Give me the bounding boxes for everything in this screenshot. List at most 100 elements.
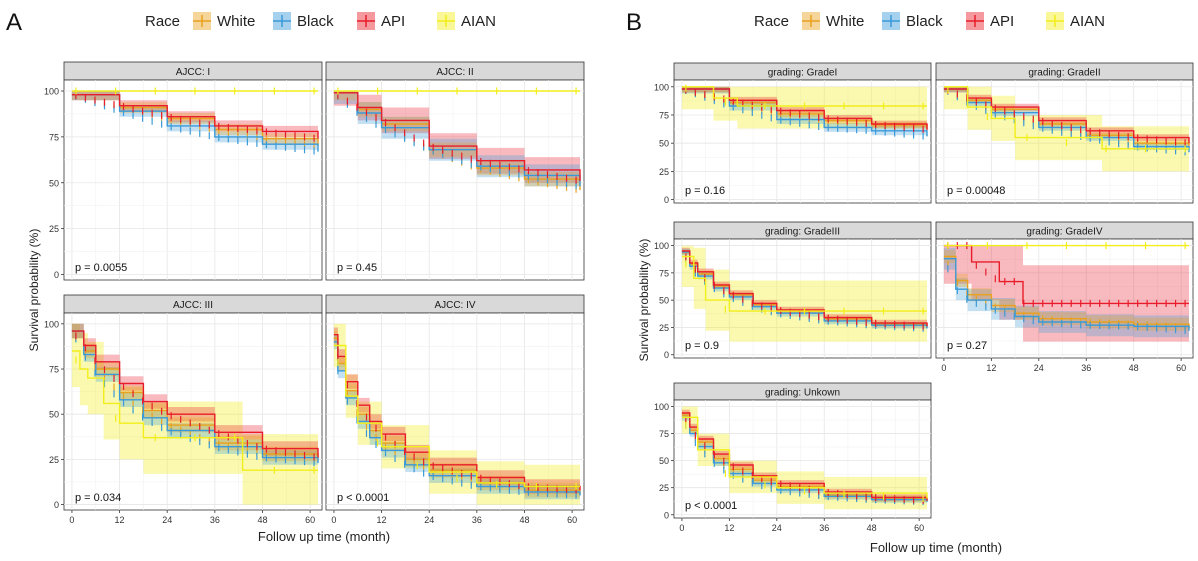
x-tick-label: 0 bbox=[69, 515, 74, 525]
survival-line-aian bbox=[71, 350, 318, 471]
panel-plot-area bbox=[673, 79, 932, 204]
x-tick-label: 12 bbox=[115, 515, 125, 525]
panel-title: AJCC: I bbox=[176, 67, 210, 78]
plot-layer bbox=[681, 406, 928, 515]
ci-band-api bbox=[681, 247, 927, 330]
y-tick-label: 25 bbox=[659, 323, 669, 333]
x-tick-label: 48 bbox=[519, 515, 529, 525]
plot-layer bbox=[943, 86, 1190, 172]
figure-label: B bbox=[626, 9, 642, 36]
x-axis-title: Follow up time (month) bbox=[870, 540, 1002, 555]
survival-line-api bbox=[71, 94, 319, 139]
grid bbox=[674, 80, 931, 203]
survival-line-aian bbox=[681, 416, 928, 499]
censor-marks-aian bbox=[685, 84, 924, 110]
x-tick-label: 24 bbox=[1034, 363, 1044, 373]
y-tick-label: 50 bbox=[659, 139, 669, 149]
censor-marks-api bbox=[75, 92, 315, 142]
legend-label: API bbox=[381, 13, 405, 30]
figure-B: B Race White Black API AIAN Follow up time (mo… bbox=[626, 9, 1194, 555]
legend-label: Black bbox=[297, 13, 334, 30]
y-axis-title: Survival probability (%) bbox=[27, 229, 41, 352]
ci-band-aian bbox=[681, 406, 927, 515]
p-value: p < 0.0001 bbox=[685, 500, 737, 512]
y-tick-label: 75 bbox=[659, 429, 669, 439]
ci-band-api bbox=[71, 323, 319, 465]
legend-label: AIAN bbox=[1070, 13, 1105, 30]
panel-title: grading: GradeIII bbox=[765, 227, 840, 238]
y-tick-label: 50 bbox=[659, 296, 669, 306]
x-tick-label: 0 bbox=[941, 363, 946, 373]
panel-3: AJCC: III p = 0.034 0 25 50 75 100 0 12 24 36 48 60 bbox=[44, 294, 323, 525]
ci-band-black bbox=[943, 247, 1189, 342]
panel-title: grading: GradeIV bbox=[1026, 227, 1102, 238]
p-value: p = 0.27 bbox=[947, 340, 987, 352]
legend-item-white: White bbox=[802, 12, 864, 30]
y-tick-label: 75 bbox=[49, 132, 59, 142]
x-tick-label: 60 bbox=[1176, 363, 1186, 373]
legend-item-api: API bbox=[966, 12, 1014, 30]
legend: Race White Black API AIAN bbox=[754, 12, 1105, 30]
y-tick-label: 100 bbox=[44, 319, 59, 329]
panel-title: AJCC: II bbox=[436, 67, 473, 78]
y-axis-title: Survival probability (%) bbox=[637, 239, 651, 362]
censor-marks-black bbox=[685, 86, 924, 140]
ci-band-black bbox=[71, 323, 319, 471]
plot-layer bbox=[71, 323, 319, 505]
y-tick-label: 75 bbox=[49, 365, 59, 375]
ci-band-white bbox=[943, 249, 1189, 334]
p-value: p = 0.45 bbox=[337, 262, 377, 274]
x-tick-label: 60 bbox=[305, 515, 315, 525]
p-value: p = 0.9 bbox=[685, 340, 719, 352]
x-tick-label: 36 bbox=[1081, 363, 1091, 373]
censor-marks-api bbox=[685, 86, 924, 133]
x-tick-label: 48 bbox=[257, 515, 267, 525]
censor-marks-aian bbox=[685, 421, 924, 502]
x-tick-label: 36 bbox=[472, 515, 482, 525]
survival-line-api bbox=[681, 88, 928, 130]
legend-item-aian: AIAN bbox=[437, 12, 496, 30]
panel-title: grading: GradeI bbox=[768, 68, 838, 79]
x-tick-label: 12 bbox=[724, 523, 734, 533]
legend-label: White bbox=[217, 13, 255, 30]
y-tick-label: 0 bbox=[664, 350, 669, 360]
plot-layer bbox=[943, 242, 1190, 342]
panel-1: AJCC: I p = 0.0055 0 25 50 75 100 bbox=[44, 61, 323, 281]
x-tick-label: 12 bbox=[377, 515, 387, 525]
panel-title: AJCC: III bbox=[173, 300, 213, 311]
plot-layer bbox=[681, 245, 928, 342]
legend-item-api: API bbox=[357, 12, 405, 30]
x-tick-label: 48 bbox=[867, 523, 877, 533]
censor-marks-api bbox=[337, 91, 577, 184]
legend-title: Race bbox=[145, 13, 180, 30]
x-tick-label: 24 bbox=[772, 523, 782, 533]
panel-4: AJCC: IV p < 0.0001 0 12 24 36 48 60 bbox=[325, 294, 585, 525]
figure-A: A Race White Black API AIAN Follow up time (mo… bbox=[6, 9, 585, 544]
legend-item-white: White bbox=[193, 12, 255, 30]
panel-4: grading: GradeIV p = 0.27 0 12 24 36 48 60 bbox=[935, 221, 1194, 373]
plot-layer bbox=[333, 87, 581, 198]
y-tick-label: 25 bbox=[659, 483, 669, 493]
censor-marks-api bbox=[947, 242, 1186, 307]
grid bbox=[64, 313, 322, 510]
censor-marks-aian bbox=[947, 242, 1186, 250]
censor-marks-aian bbox=[337, 87, 577, 95]
y-tick-label: 0 bbox=[54, 500, 59, 510]
legend-label: API bbox=[990, 13, 1014, 30]
ci-band-api bbox=[943, 86, 1189, 147]
panel-plot-area bbox=[673, 238, 932, 359]
survival-line-aian bbox=[681, 86, 927, 107]
survival-line-aian bbox=[943, 86, 1189, 150]
panel-plot-area bbox=[63, 312, 323, 511]
x-tick-label: 60 bbox=[567, 515, 577, 525]
y-tick-label: 25 bbox=[49, 224, 59, 234]
y-tick-label: 100 bbox=[44, 87, 59, 97]
y-tick-label: 100 bbox=[654, 82, 669, 92]
y-tick-label: 0 bbox=[664, 510, 669, 520]
legend-title: Race bbox=[754, 13, 789, 30]
grid bbox=[936, 80, 1193, 203]
x-tick-label: 24 bbox=[424, 515, 434, 525]
survival-line-api bbox=[71, 330, 319, 458]
panel-plot-area bbox=[935, 238, 1194, 359]
